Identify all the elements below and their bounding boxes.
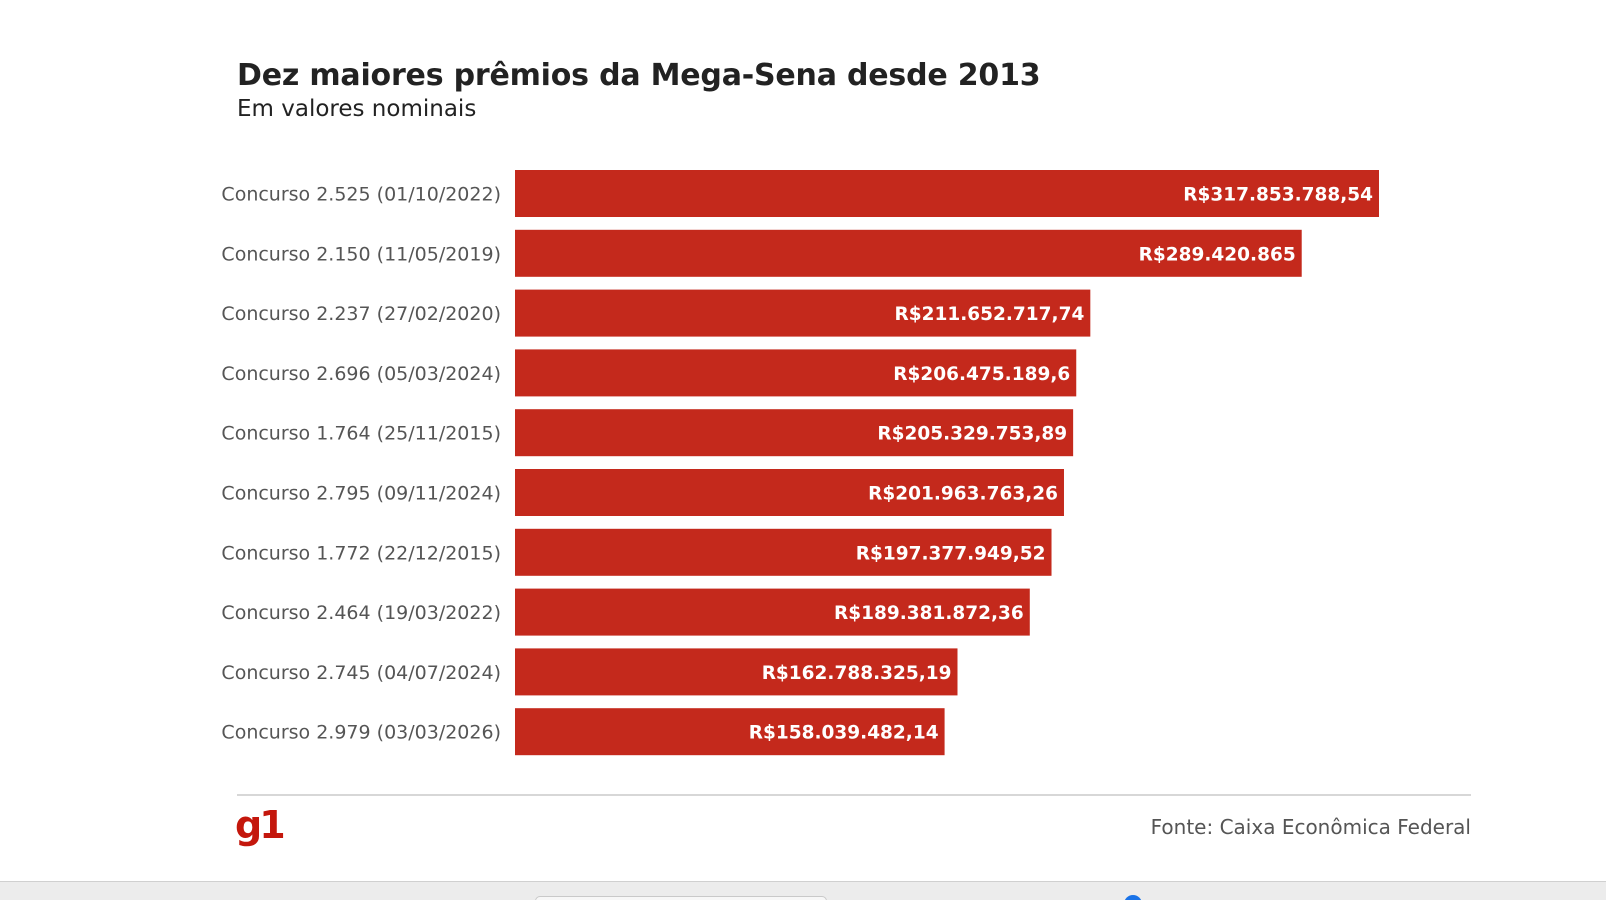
g1-logo[interactable]: g1 (235, 803, 286, 847)
category-label: Concurso 2.464 (19/03/2022) (221, 602, 501, 624)
category-label: Concurso 2.150 (11/05/2019) (221, 243, 501, 265)
value-label: R$189.381.872,36 (834, 603, 1024, 624)
value-label: R$162.788.325,19 (762, 663, 952, 684)
bar (515, 289, 1091, 337)
category-label: Concurso 1.772 (22/12/2015) (221, 542, 501, 564)
value-label: R$205.329.753,89 (877, 424, 1067, 445)
value-label: R$206.475.189,6 (893, 364, 1070, 385)
chart-header: Dez maiores prêmios da Mega-Sena desde 2… (237, 58, 1477, 124)
bottom-scroll-bar (0, 881, 1606, 900)
category-label: Concurso 2.237 (27/02/2020) (221, 303, 501, 325)
chart-subtitle: Em valores nominais (237, 96, 477, 122)
value-label: R$197.377.949,52 (856, 543, 1046, 564)
bar (515, 349, 1077, 397)
bar (515, 229, 1302, 277)
value-label: R$211.652.717,74 (895, 304, 1085, 325)
bar (515, 170, 1379, 217)
bottom-scroll-thumb[interactable] (535, 896, 827, 900)
footer-divider (237, 794, 1471, 796)
value-label: R$289.420.865 (1139, 244, 1296, 265)
bar (515, 409, 1074, 457)
category-label: Concurso 2.696 (05/03/2024) (221, 363, 501, 385)
bar (515, 648, 958, 696)
category-label: Concurso 2.795 (09/11/2024) (221, 483, 501, 505)
category-label: Concurso 2.525 (01/10/2022) (221, 184, 501, 206)
value-label: R$201.963.763,26 (868, 484, 1058, 505)
category-label: Concurso 1.764 (25/11/2015) (221, 423, 501, 445)
source-note: Fonte: Caixa Econômica Federal (1150, 815, 1471, 839)
bar (515, 588, 1030, 636)
bar (515, 469, 1064, 516)
bar (515, 708, 945, 756)
category-label: Concurso 2.979 (03/03/2026) (221, 722, 501, 744)
value-label: R$158.039.482,14 (749, 723, 939, 744)
bottom-indicator-icon (1124, 895, 1142, 900)
bar (515, 528, 1052, 576)
chart-title: Dez maiores prêmios da Mega-Sena desde 2… (237, 58, 1041, 93)
category-label: Concurso 2.745 (04/07/2024) (221, 662, 501, 684)
value-label: R$317.853.788,54 (1183, 185, 1373, 206)
bar-chart: Concurso 2.525 (01/10/2022) R$317.853.788… (221, 170, 1379, 756)
